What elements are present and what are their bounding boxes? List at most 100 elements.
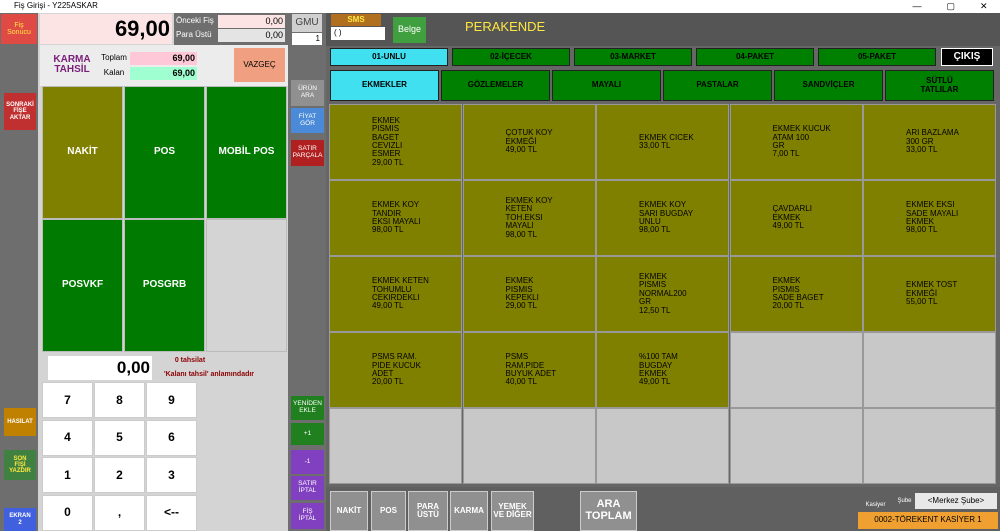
- text-line: 33,00 TL: [906, 145, 938, 155]
- action-button[interactable]: SATIR İPTAL: [291, 476, 324, 500]
- text-line: 98,00 TL: [372, 225, 404, 235]
- action-button[interactable]: YENİDEN EKLE: [291, 396, 324, 420]
- payment-button[interactable]: POSGRB: [124, 219, 205, 352]
- action-button[interactable]: -1: [291, 450, 324, 474]
- keypad-key[interactable]: 1: [42, 457, 93, 493]
- subcategory-tab[interactable]: SANDVİÇLER: [774, 70, 883, 101]
- sms-button[interactable]: SMS: [331, 14, 381, 26]
- text-line: 7,00 TL: [772, 149, 800, 159]
- product-button[interactable]: EKMEK TOST EKMEĞİ 55,00 TL: [863, 256, 996, 332]
- footer-button[interactable]: NAKİT: [330, 491, 368, 531]
- text-line: EKMEK: [505, 276, 534, 286]
- product-button[interactable]: EKMEK CICEK 33,00 TL: [596, 104, 729, 180]
- text-line: PISMIS: [772, 284, 800, 294]
- product-button[interactable]: EKMEK KOY SARI BUGDAY UNLU 98,00 TL: [596, 180, 729, 256]
- action-button[interactable]: +1: [291, 423, 324, 445]
- action-button[interactable]: SATIR PARÇALA: [291, 140, 324, 166]
- keypad-key[interactable]: <--: [146, 494, 197, 531]
- footer-button[interactable]: PARA ÜSTÜ: [408, 491, 448, 531]
- payment-button[interactable]: MOBİL POS: [206, 86, 287, 219]
- footer-button[interactable]: KARMA: [450, 491, 488, 531]
- exit-button[interactable]: ÇIKIŞ: [941, 48, 993, 66]
- keypad-key[interactable]: 0: [42, 494, 93, 531]
- keypad-key[interactable]: 3: [146, 457, 197, 493]
- product-button[interactable]: EKMEK EKSI SADE MAYALI EKMEK 98,00 TL: [863, 180, 996, 256]
- sms-input[interactable]: ( ): [331, 27, 385, 40]
- action-button[interactable]: FİŞ İPTAL: [291, 503, 324, 529]
- close[interactable]: ✕: [979, 0, 988, 11]
- product-button[interactable]: EKMEK PISMIS SADE BAGET 20,00 TL: [729, 256, 863, 332]
- text-line: SADE MAYALI: [906, 208, 959, 218]
- side-button[interactable]: EKRAN 2: [4, 508, 36, 531]
- product-button[interactable]: PSMS RAM. PIDE KUCUK ADET 20,00 TL: [329, 332, 462, 408]
- empty-cell: [729, 408, 863, 484]
- minimize[interactable]: —: [912, 0, 922, 11]
- payment-button[interactable]: POS: [124, 86, 205, 219]
- cancel-button[interactable]: VAZGEÇ: [234, 48, 285, 82]
- product-button[interactable]: EKMEK KETEN TOHUMLU CEKIRDEKLI 49,00 TL: [329, 256, 462, 332]
- keypad-key[interactable]: 2: [94, 457, 145, 493]
- side-button[interactable]: HASILAT: [4, 408, 36, 436]
- subcategory-tab[interactable]: GÖZLEMELER: [441, 70, 550, 101]
- amount-hint: 'Kalanı tahsil' anlamındadır: [163, 371, 255, 379]
- action-button[interactable]: ÜRÜN ARA: [291, 80, 324, 106]
- subcategory-tab[interactable]: EKMEKLER: [330, 70, 439, 101]
- text-line: EKMEK KOY: [372, 200, 420, 210]
- category-tab[interactable]: 03-MARKET: [574, 48, 692, 66]
- keypad-key[interactable]: ,: [94, 494, 145, 531]
- side-button[interactable]: SON FİŞİ YAZDIR: [4, 450, 36, 480]
- product-button[interactable]: EKMEK PISMIS BAGET CEVIZLI ESMER 29,00 TL: [329, 104, 462, 180]
- product-button[interactable]: EKMEK KOY TANDIR EKSI MAYALI 98,00 TL: [329, 180, 462, 256]
- text-line: KEPEKLI: [505, 293, 539, 302]
- previous-value: 0,00: [218, 15, 285, 28]
- product-button[interactable]: ÇOTUK KOY EKMEĞİ 49,00 TL: [462, 104, 596, 180]
- cashier-box: 0002-TÖREKENT KASİYER 1: [858, 512, 998, 529]
- category-tab[interactable]: 01-UNLU: [330, 48, 448, 66]
- text-line: Fiş: [14, 21, 24, 29]
- text-line: TOH.EKSI: [505, 212, 543, 222]
- subcategory-tab[interactable]: MAYALI: [552, 70, 661, 101]
- remaining-label: Kalan: [103, 68, 125, 78]
- payment-button[interactable]: NAKİT: [42, 86, 123, 219]
- quantity-input[interactable]: 1: [292, 33, 322, 45]
- keypad-key[interactable]: 9: [146, 382, 197, 418]
- action-button[interactable]: FİYAT GÖR: [291, 108, 324, 133]
- text-line: ÜRÜN: [298, 85, 317, 93]
- text-line: İPTAL: [298, 515, 317, 522]
- product-button[interactable]: PSMS RAM.PIDE BUYUK ADET 40,00 TL: [462, 332, 596, 408]
- side-button[interactable]: SONRAKİ FİŞE AKTAR: [4, 93, 36, 130]
- keypad-key[interactable]: 7: [42, 382, 93, 418]
- product-button[interactable]: ÇAVDARLI EKMEK 49,00 TL: [729, 180, 863, 256]
- text-line: GR: [772, 141, 785, 150]
- footer-button[interactable]: ARA TOPLAM: [580, 491, 637, 531]
- category-tab[interactable]: 02-İÇECEK: [452, 48, 570, 66]
- payment-button[interactable]: POSVKF: [42, 219, 123, 352]
- subcategory-tab[interactable]: PASTALAR: [663, 70, 772, 101]
- title-bar: [0, 0, 1000, 13]
- gmu-button[interactable]: GMU: [292, 14, 322, 32]
- product-button[interactable]: EKMEK KOY KETEN TOH.EKSI MAYALI 98,00 TL: [462, 180, 596, 256]
- receipt-result[interactable]: Fiş Sonucu: [1, 14, 37, 44]
- keypad-key[interactable]: 4: [42, 419, 93, 456]
- footer-button[interactable]: POS: [371, 491, 406, 531]
- category-tab[interactable]: 05-PAKET: [818, 48, 936, 66]
- maximize[interactable]: ▢: [946, 0, 955, 11]
- product-button[interactable]: EKMEK KUCUK ATAM 100 GR 7,00 TL: [729, 104, 863, 180]
- belge-button[interactable]: Belge: [393, 17, 426, 43]
- subcategory-tab[interactable]: SÜTLÜ TATLILAR: [885, 70, 994, 101]
- keypad-key[interactable]: 5: [94, 419, 145, 456]
- mode-label: PERAKENDE: [465, 19, 546, 35]
- branch-label: Şube: [897, 497, 912, 504]
- product-button[interactable]: ARI BAZLAMA 300 GR 33,00 TL: [863, 104, 996, 180]
- category-tab[interactable]: 04-PAKET: [696, 48, 814, 66]
- text-line: FİŞE: [13, 108, 27, 115]
- amount-input[interactable]: 0,00: [48, 356, 152, 380]
- product-button[interactable]: EKMEK PISMIS KEPEKLI 29,00 TL: [462, 256, 596, 332]
- text-line: EKMEK: [772, 276, 801, 286]
- footer-button[interactable]: YEMEK VE DİĞER: [491, 491, 534, 531]
- keypad-key[interactable]: 6: [146, 419, 197, 456]
- product-button[interactable]: EKMEK PISMIS NORMAL200 GR 12,50 TL: [596, 256, 729, 332]
- keypad-key[interactable]: 8: [94, 382, 145, 418]
- text-line: TOHUMLU: [372, 284, 412, 294]
- product-button[interactable]: %100 TAM BUGDAY EKMEK 49,00 TL: [596, 332, 729, 408]
